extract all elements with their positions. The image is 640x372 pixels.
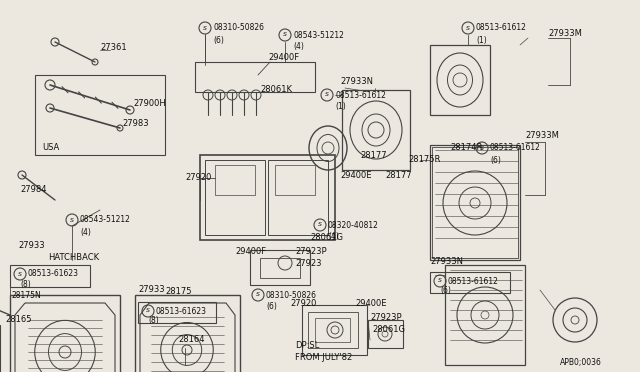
Text: 08513-61612: 08513-61612: [476, 23, 527, 32]
Text: 28177: 28177: [360, 151, 387, 160]
Text: 29400E: 29400E: [355, 298, 387, 308]
Text: 27933N: 27933N: [430, 257, 463, 266]
Bar: [35, 75, 165, 155]
Bar: [430, 45, 490, 115]
Bar: [205, 160, 265, 235]
Text: S: S: [480, 145, 484, 151]
Text: S: S: [438, 279, 442, 283]
Text: 08513-61612: 08513-61612: [490, 144, 541, 153]
Text: 08310-50826: 08310-50826: [266, 291, 317, 299]
Text: S: S: [256, 292, 260, 298]
Text: 28177: 28177: [385, 170, 412, 180]
Bar: [195, 62, 315, 92]
Text: (6): (6): [266, 302, 277, 311]
Text: HATCHBACK: HATCHBACK: [48, 253, 99, 262]
Bar: [135, 295, 240, 372]
Text: 27361: 27361: [100, 44, 127, 52]
Text: 28175: 28175: [165, 288, 191, 296]
Text: 28175R: 28175R: [408, 155, 440, 164]
Text: S: S: [283, 32, 287, 38]
Text: (1): (1): [335, 103, 346, 112]
Text: 08310-50826: 08310-50826: [213, 23, 264, 32]
Bar: [268, 160, 328, 235]
Text: 27900H: 27900H: [133, 99, 166, 108]
Text: 08320-40812: 08320-40812: [328, 221, 379, 230]
Bar: [368, 320, 403, 348]
Text: 28175N: 28175N: [12, 291, 42, 299]
Text: (1): (1): [476, 35, 487, 45]
Bar: [260, 258, 300, 278]
Bar: [445, 265, 525, 365]
Bar: [138, 302, 216, 323]
Text: 27933M: 27933M: [548, 29, 582, 38]
Text: 28061G: 28061G: [372, 326, 405, 334]
Text: 27923P: 27923P: [370, 314, 402, 323]
Bar: [430, 145, 520, 260]
Text: 27920: 27920: [290, 298, 316, 308]
Bar: [200, 155, 335, 240]
Text: (8): (8): [20, 279, 31, 289]
Text: S: S: [18, 272, 22, 276]
Text: (8): (8): [148, 317, 159, 326]
Text: 28061K: 28061K: [260, 86, 292, 94]
Text: S: S: [466, 26, 470, 31]
Bar: [342, 90, 410, 170]
Text: S: S: [318, 222, 322, 228]
Bar: [430, 272, 510, 293]
Text: S: S: [325, 93, 329, 97]
Text: 29400E: 29400E: [340, 170, 371, 180]
Bar: [315, 318, 350, 342]
Text: 27923: 27923: [295, 259, 321, 267]
Text: S: S: [146, 308, 150, 314]
Bar: [308, 312, 358, 348]
Bar: [10, 265, 90, 287]
Text: 28174R: 28174R: [450, 144, 483, 153]
Text: (6): (6): [490, 155, 501, 164]
Bar: [432, 147, 518, 258]
Bar: [215, 165, 255, 195]
Text: (6): (6): [213, 35, 224, 45]
Bar: [10, 295, 120, 372]
Text: FROM JULY'82: FROM JULY'82: [295, 353, 352, 362]
Text: 28165: 28165: [5, 315, 31, 324]
Text: 27920: 27920: [185, 173, 211, 183]
Text: 08513-61612: 08513-61612: [448, 276, 499, 285]
Text: (6): (6): [440, 286, 451, 295]
Text: 27933: 27933: [18, 241, 45, 250]
Text: 29400F: 29400F: [235, 247, 266, 257]
Text: 27933: 27933: [138, 285, 164, 295]
Text: (4): (4): [80, 228, 91, 237]
Bar: [250, 250, 310, 285]
Text: 08513-61612: 08513-61612: [335, 90, 386, 99]
Text: 29400F: 29400F: [268, 54, 299, 62]
Bar: [302, 305, 367, 355]
Text: (4): (4): [293, 42, 304, 51]
Text: USA: USA: [42, 144, 60, 153]
Text: 28061G: 28061G: [310, 234, 343, 243]
Text: 27984: 27984: [20, 186, 47, 195]
Text: APB0;0036: APB0;0036: [560, 357, 602, 366]
Text: 08513-61623: 08513-61623: [28, 269, 79, 279]
Text: 08543-51212: 08543-51212: [293, 31, 344, 39]
Text: 28164: 28164: [178, 336, 205, 344]
Text: 27933N: 27933N: [340, 77, 373, 87]
Text: 08543-51212: 08543-51212: [80, 215, 131, 224]
Text: 27983: 27983: [122, 119, 148, 128]
Text: S: S: [70, 218, 74, 222]
Text: 27933M: 27933M: [525, 131, 559, 140]
Text: S: S: [203, 26, 207, 31]
Text: 08513-61623: 08513-61623: [156, 307, 207, 315]
Bar: [275, 165, 315, 195]
Text: (4): (4): [328, 232, 339, 241]
Text: 27923P: 27923P: [295, 247, 326, 257]
Text: DP:SL: DP:SL: [295, 340, 319, 350]
